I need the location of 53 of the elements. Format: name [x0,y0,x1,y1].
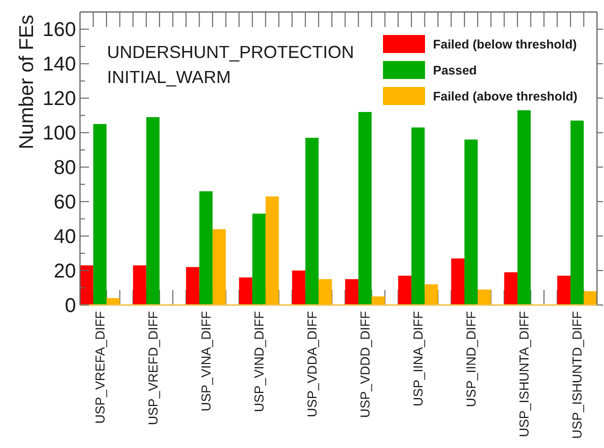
bar [292,270,306,305]
x-tick-label: USP_IIND_DIFF [464,310,479,408]
bar [478,289,491,305]
bar [199,191,213,305]
bar [358,112,372,305]
x-tick-label: USP_IINA_DIFF [410,310,426,406]
x-tick-label: USP_VREFA_DIFF [92,310,108,424]
legend-label: Failed (below threshold) [433,37,577,52]
bar [451,258,464,305]
text: INITIAL_WARM [107,67,231,87]
bar [372,296,385,305]
bar [239,277,252,305]
bar [504,272,518,305]
y-tick-label: 100 [42,122,76,145]
y-tick-label: 0 [64,295,76,317]
bar [424,284,438,305]
bar [133,265,146,305]
bar [398,276,412,305]
x-tick-label: USP_VINA_DIFF [198,310,214,412]
bar [570,120,584,305]
x-tick-label: USP_ISHUNTD_DIFF [570,310,585,439]
x-tick-label: USP_VIND_DIFF [252,310,267,412]
y-tick-label: 20 [54,260,76,283]
y-tick-label: 80 [54,157,76,180]
text: UNDERSHUNT_PROTECTION [107,42,354,62]
x-tick-label: USP_VDDA_DIFF [304,310,320,418]
y-tick-label: 140 [42,54,76,76]
bar [411,127,425,305]
bar [80,265,94,305]
y-tick-label: 60 [54,192,76,214]
bar [517,110,531,305]
bar [93,124,107,305]
x-tick-label: USP_VDDD_DIFF [358,310,373,418]
bar [212,229,226,305]
bar [345,279,358,305]
legend-label: Passed [433,63,477,78]
bar [146,117,160,305]
bar [464,140,478,305]
legend-label: Failed (above threshold) [433,89,578,104]
y-tick-label: 160 [42,19,76,42]
bar [318,279,332,305]
bar [106,298,120,305]
bar [584,291,597,305]
bar [186,267,200,305]
y-tick-label: 40 [54,226,76,248]
bar [305,138,319,305]
bar [557,276,570,305]
x-tick-label: USP_VREFD_DIFF [145,310,160,426]
y-tick-label: 120 [42,88,76,110]
y-axis-title: Number of FEs [16,14,38,150]
x-tick-label: USP_ISHUNTA_DIFF [516,310,532,438]
bar [266,196,279,305]
bar [252,214,266,305]
